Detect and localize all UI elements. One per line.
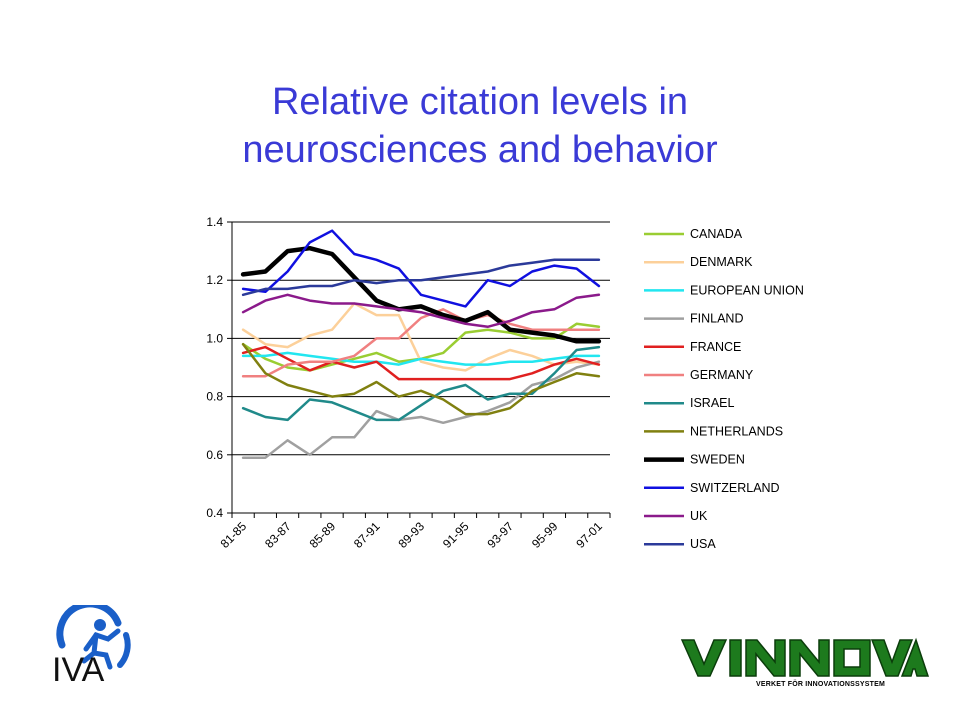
legend-label: CANADA xyxy=(690,227,743,241)
slide-title: Relative citation levels in neuroscience… xyxy=(0,78,960,174)
series-line-usa xyxy=(241,258,601,297)
series-line-switzerland xyxy=(241,229,601,308)
vinnova-logo-icon xyxy=(680,637,930,677)
y-tick-label: 1.4 xyxy=(206,215,223,229)
legend-label: SWEDEN xyxy=(690,453,745,467)
x-tick-label: 89-93 xyxy=(396,519,428,551)
legend-label: SWITZERLAND xyxy=(690,481,780,495)
legend-label: FRANCE xyxy=(690,340,741,354)
x-tick-label: 83-87 xyxy=(262,519,294,551)
y-tick-label: 0.6 xyxy=(206,448,223,462)
slide-title-line-2: neurosciences and behavior xyxy=(242,129,718,171)
legend-label: NETHERLANDS xyxy=(690,424,783,438)
x-tick-label: 91-95 xyxy=(440,519,472,551)
x-tick-label: 81-85 xyxy=(218,519,250,551)
chart-series xyxy=(240,229,602,459)
x-tick-label: 87-91 xyxy=(351,519,383,551)
x-tick-label: 93-97 xyxy=(484,519,516,551)
series-line-european-union xyxy=(241,351,601,366)
legend-label: DENMARK xyxy=(690,255,753,269)
legend-label: ISRAEL xyxy=(690,396,735,410)
svg-text:IVA: IVA xyxy=(52,651,105,685)
y-tick-label: 1.2 xyxy=(206,273,223,287)
legend-label: USA xyxy=(690,537,716,551)
y-tick-label: 1.0 xyxy=(206,331,223,345)
legend-label: EUROPEAN UNION xyxy=(690,283,804,297)
vinnova-tagline: VERKET FÖR INNOVATIONSSYSTEM xyxy=(756,681,886,688)
series-line-finland xyxy=(241,360,601,459)
slide-title-line-1: Relative citation levels in xyxy=(271,81,689,123)
x-tick-label: 95-99 xyxy=(529,519,561,551)
series-line-denmark xyxy=(241,302,601,372)
x-tick-label: 85-89 xyxy=(307,519,339,551)
chart-legend: CANADA DENMARK EUROPEAN UNION FINLAND FRANCE… xyxy=(644,227,804,551)
legend-label: FINLAND xyxy=(690,312,743,326)
series-line-sweden xyxy=(240,245,602,344)
x-tick-label: 97-01 xyxy=(573,519,605,551)
legend-label: GERMANY xyxy=(690,368,754,382)
legend-label: UK xyxy=(690,509,708,523)
y-tick-label: 0.8 xyxy=(206,390,223,404)
series-line-netherlands xyxy=(241,342,601,416)
series-line-uk xyxy=(241,293,601,329)
iva-logo-icon: IVA xyxy=(52,605,131,685)
series-line-germany xyxy=(241,308,601,378)
series-line-france xyxy=(241,345,601,381)
y-tick-label: 0.4 xyxy=(206,506,223,520)
